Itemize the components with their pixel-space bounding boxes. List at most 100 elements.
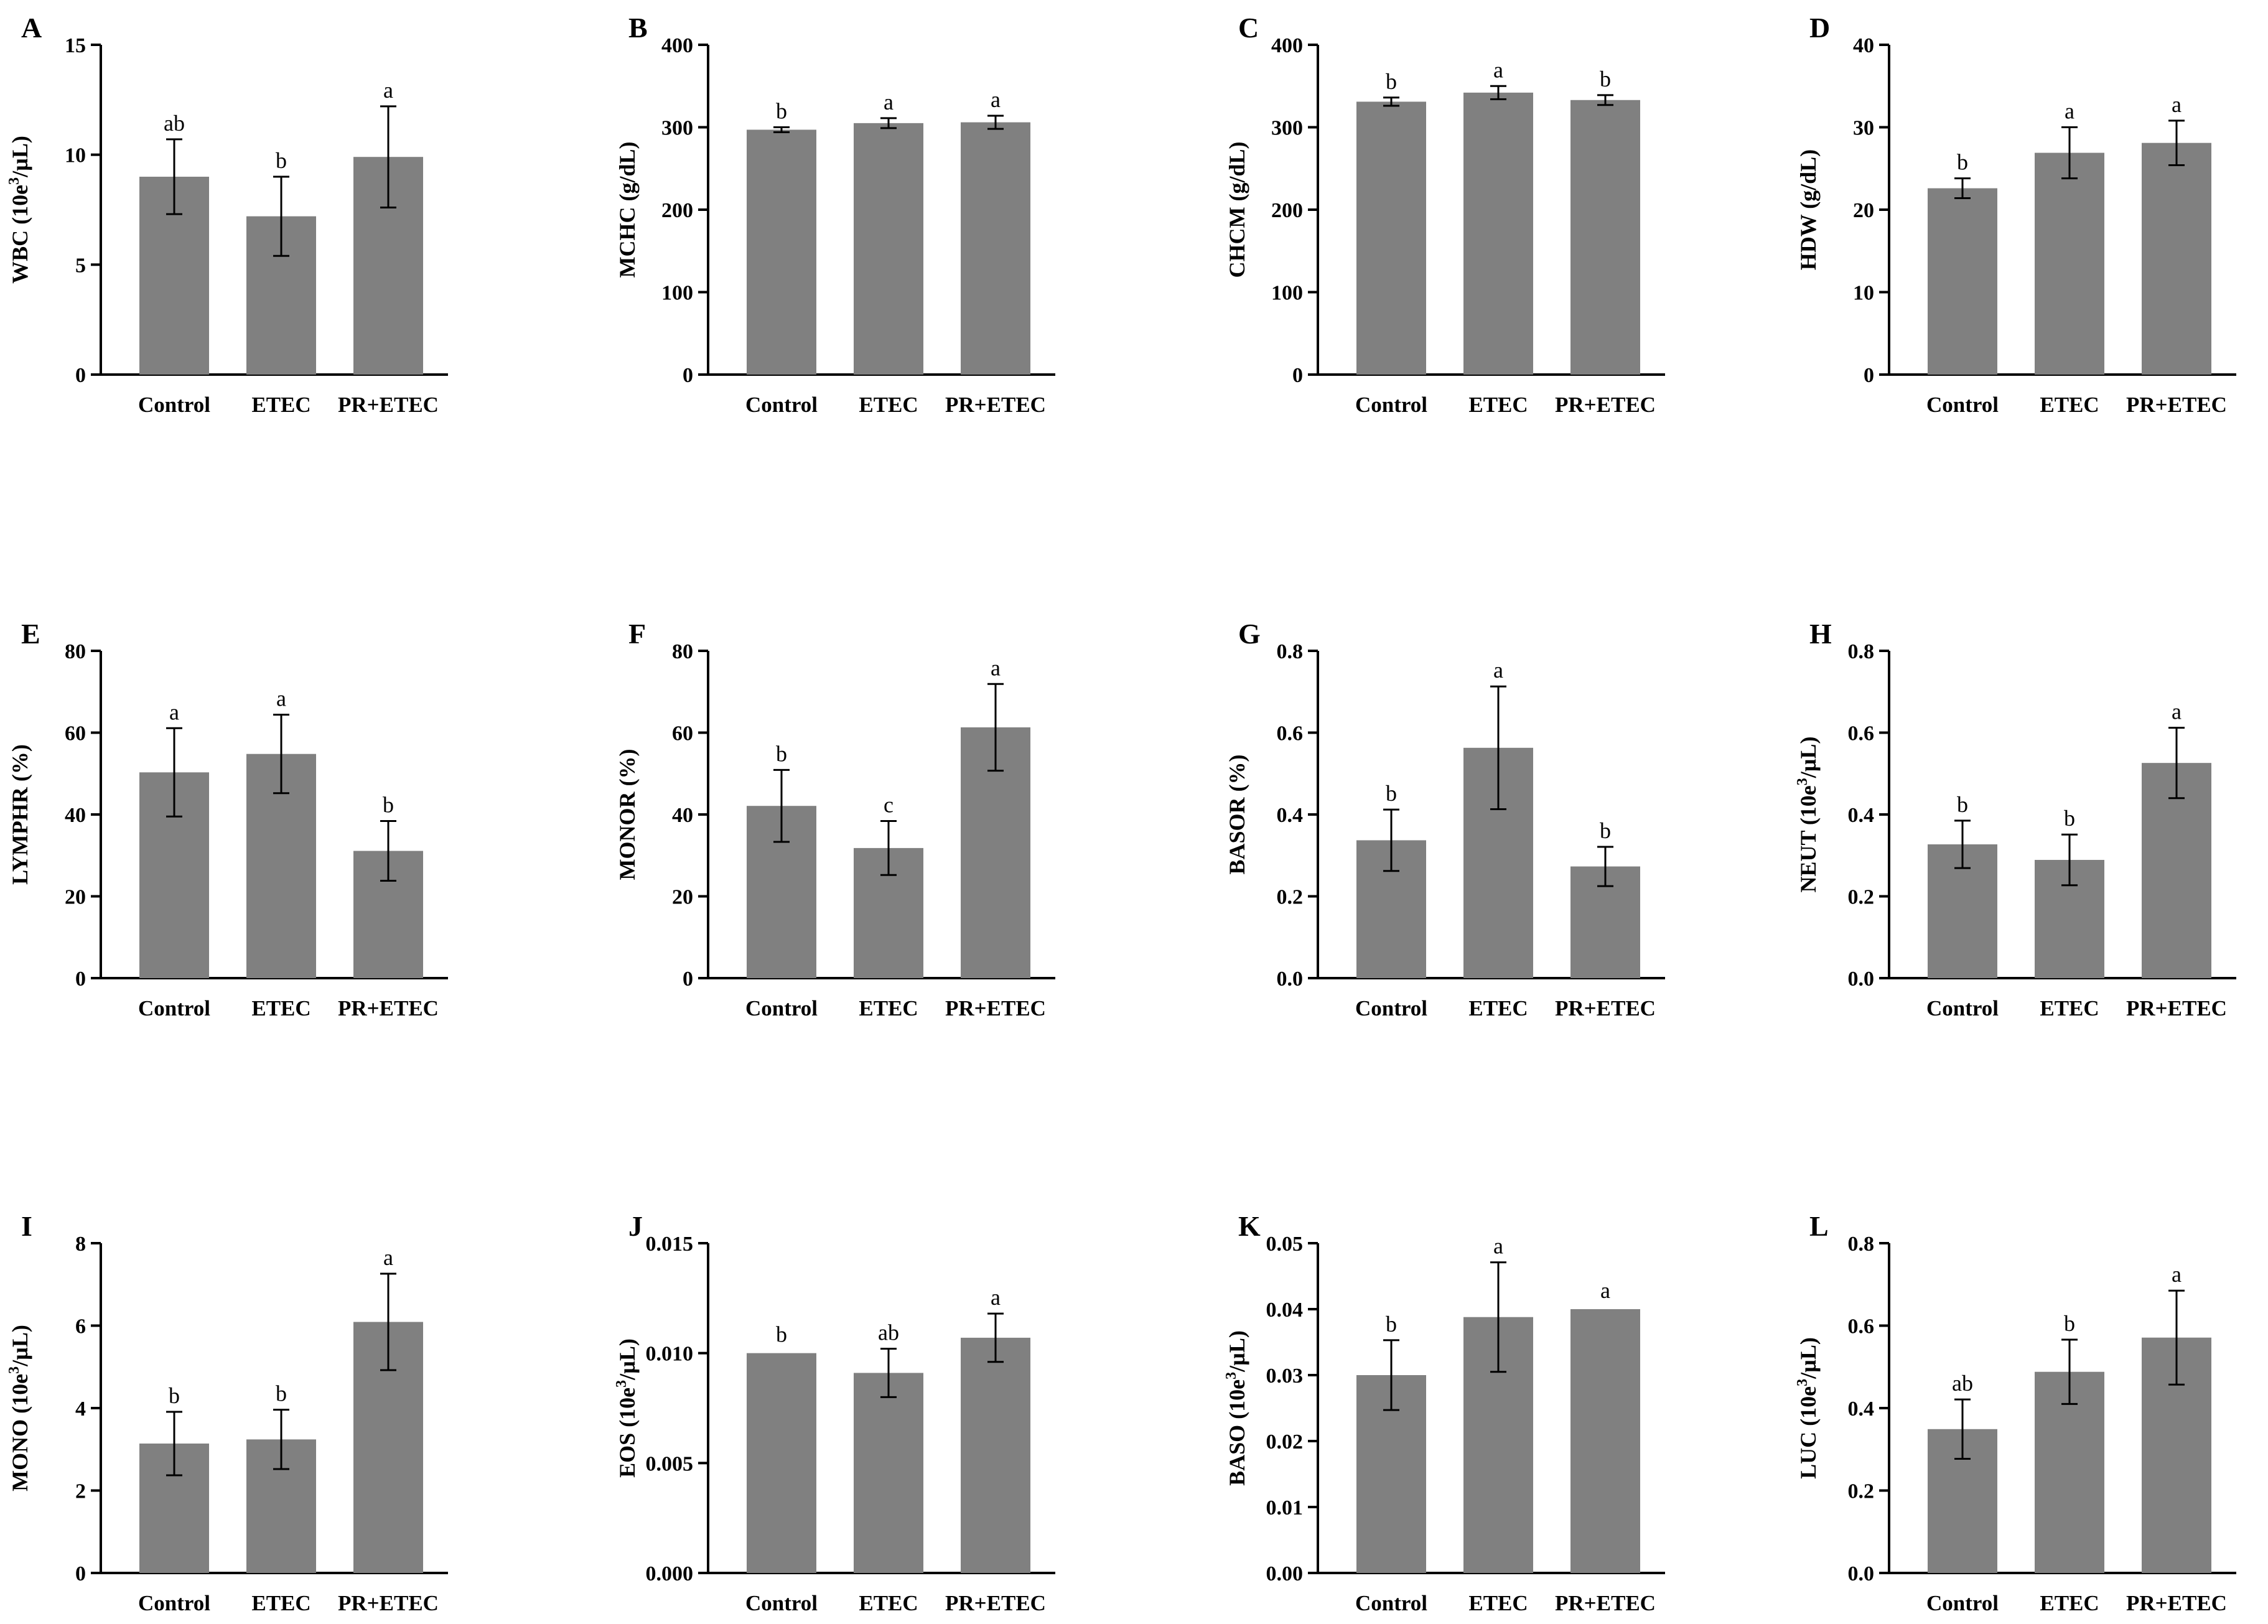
y-axis-title: NEUT (10e3/µL) <box>1794 736 1821 892</box>
significance-label: a <box>1493 1234 1503 1259</box>
panel-c: C 0 100 200 300 400 CHCM (g/dL) b Control a ETEC b P… <box>1225 12 1665 417</box>
panel-letter: E <box>21 618 40 650</box>
bar-etec <box>854 123 923 375</box>
significance-label: b <box>776 741 787 766</box>
significance-label: a <box>169 699 179 724</box>
bar-pr-etec <box>1570 1309 1640 1573</box>
panel-letter: H <box>1809 618 1832 650</box>
y-tick-label: 100 <box>661 282 693 305</box>
x-category-label: PR+ETEC <box>945 393 1046 417</box>
y-axis-title-main: MONOR (%) <box>615 749 640 880</box>
y-axis-title-sup: 3 <box>6 1366 22 1374</box>
y-tick-label: 4 <box>75 1398 86 1421</box>
y-axis-title: MCHC (g/dL) <box>615 142 640 278</box>
significance-label: a <box>2172 1262 2182 1287</box>
y-tick-label: 30 <box>1853 117 1874 140</box>
y-axis-title-sup: 3 <box>1223 1372 1239 1379</box>
y-tick-label: 0.8 <box>1848 1233 1875 1256</box>
bar-control <box>1356 101 1426 375</box>
y-tick-label: 0 <box>1864 364 1874 387</box>
y-tick-label: 0.6 <box>1848 1315 1875 1338</box>
y-tick-label: 0.03 <box>1266 1365 1304 1388</box>
significance-label: b <box>383 793 394 818</box>
significance-label: a <box>991 655 1001 680</box>
y-tick-label: 0.000 <box>646 1562 694 1585</box>
y-tick-label: 60 <box>672 722 693 745</box>
y-tick-label: 0.0 <box>1848 1562 1875 1585</box>
x-category-label: Control <box>745 996 818 1020</box>
y-axis-title: BASOR (%) <box>1225 754 1249 874</box>
significance-label: a <box>991 1285 1001 1310</box>
x-category-label: Control <box>745 1591 818 1615</box>
x-category-label: PR+ETEC <box>945 1591 1046 1615</box>
significance-label: ab <box>164 111 185 136</box>
y-tick-label: 60 <box>65 722 86 745</box>
significance-label: b <box>2064 806 2075 831</box>
y-tick-label: 6 <box>75 1315 86 1338</box>
y-axis-title: HDW (g/dL) <box>1796 149 1821 270</box>
y-axis-title: EOS (10e3/µL) <box>614 1338 640 1478</box>
y-tick-label: 0 <box>683 968 693 991</box>
y-tick-label: 300 <box>1271 117 1303 140</box>
panel-i: I 0 2 4 6 8 MONO (10e3/µL) b Control b ETEC a PR+ETE… <box>6 1210 448 1615</box>
y-axis-title-sup: 3 <box>614 1380 630 1388</box>
x-category-label: PR+ETEC <box>2126 1591 2227 1615</box>
bar-pr-etec <box>1570 100 1640 375</box>
y-axis-title-main: BASOR (%) <box>1225 754 1249 874</box>
x-category-label: Control <box>1355 393 1427 417</box>
y-axis-title-main: EOS (10e <box>615 1388 640 1478</box>
y-tick-label: 0.02 <box>1266 1430 1304 1454</box>
panel-letter: C <box>1238 12 1259 44</box>
y-tick-label: 20 <box>65 886 86 909</box>
panel-letter: B <box>628 12 648 44</box>
significance-label: b <box>1386 781 1397 806</box>
x-category-label: ETEC <box>1468 393 1528 417</box>
y-tick-label: 400 <box>1271 34 1303 57</box>
y-tick-label: 5 <box>75 254 86 277</box>
y-tick-label: 200 <box>661 199 693 222</box>
x-category-label: PR+ETEC <box>338 393 439 417</box>
panel-k: K 0.00 0.01 0.02 0.03 0.04 0.05 BASO (10e3/µL) b… <box>1223 1210 1665 1615</box>
y-axis-title-sup: 3 <box>1794 1379 1811 1386</box>
x-category-label: Control <box>1926 393 1999 417</box>
significance-label: a <box>1493 57 1503 82</box>
panel-h: H 0.0 0.2 0.4 0.6 0.8 NEUT (10e3/µL) b Control b E… <box>1794 618 2236 1020</box>
bar-etec <box>1463 92 1533 375</box>
y-tick-label: 80 <box>65 640 86 663</box>
panel-b: B 0 100 200 300 400 MCHC (g/dL) b Control a ETEC a P… <box>615 12 1055 417</box>
y-tick-label: 0 <box>75 1562 86 1585</box>
panel-letter: I <box>21 1210 32 1242</box>
y-axis-title-main: HDW (g/dL) <box>1796 149 1821 270</box>
significance-label: ab <box>1952 1371 1973 1396</box>
significance-label: b <box>1386 1312 1397 1337</box>
significance-label: a <box>383 78 393 103</box>
x-category-label: Control <box>138 1591 210 1615</box>
y-axis-title: MONO (10e3/µL) <box>6 1325 32 1491</box>
y-axis-title-main: BASO (10e <box>1225 1379 1249 1486</box>
y-tick-label: 20 <box>1853 199 1874 222</box>
panel-e: E 0 20 40 60 80 LYMPHR (%) a Control a ETEC b PR+ETE… <box>7 618 448 1020</box>
bar-etec <box>2035 152 2104 375</box>
y-tick-label: 40 <box>65 804 86 827</box>
y-axis-title-sup: 3 <box>1794 778 1811 785</box>
panel-letter: K <box>1238 1210 1261 1242</box>
y-axis-title-main: LYMPHR (%) <box>7 744 32 885</box>
bar-etec <box>2035 1371 2104 1573</box>
x-category-label: Control <box>745 393 818 417</box>
x-category-label: ETEC <box>2040 1591 2099 1615</box>
y-tick-label: 0.6 <box>1848 722 1875 745</box>
panel-letter: D <box>1809 12 1830 44</box>
y-axis-title-unit: /µL) <box>7 1325 32 1367</box>
y-axis-title-unit: /µL) <box>1225 1330 1249 1373</box>
bar-pr-etec <box>961 1337 1030 1573</box>
y-tick-label: 0.4 <box>1848 804 1875 827</box>
panel-a: A 0 5 10 15 WBC (10e3/µL) ab Control b ETEC a PR+ET… <box>6 12 448 417</box>
bar-control <box>1928 188 1997 375</box>
significance-label: b <box>1957 150 1968 175</box>
significance-label: b <box>1600 818 1611 843</box>
y-axis-title-main: NEUT (10e <box>1796 785 1821 892</box>
y-axis-title-unit: /µL) <box>615 1338 640 1381</box>
bar-control <box>747 129 816 375</box>
y-axis-title-unit: /µL) <box>7 136 32 178</box>
x-category-label: ETEC <box>859 996 918 1020</box>
